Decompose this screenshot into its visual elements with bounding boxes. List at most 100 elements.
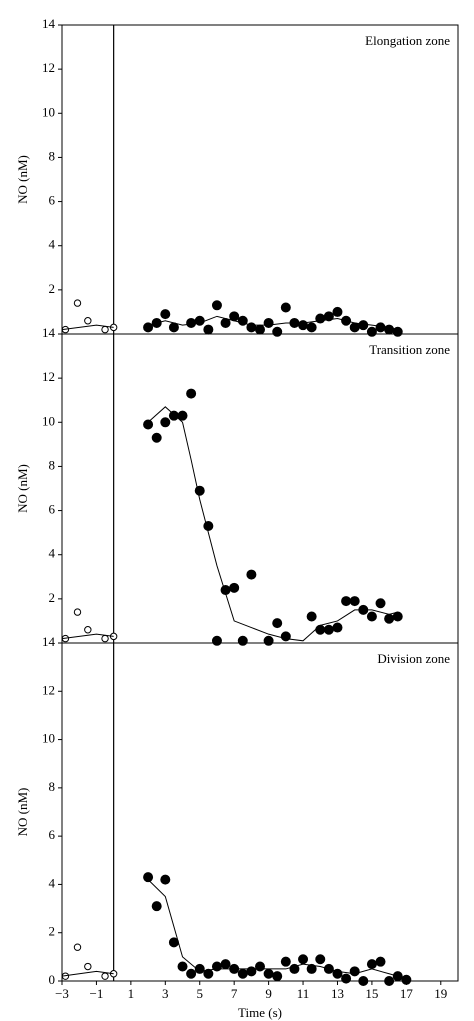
y-tick-label: 2 [49,281,56,296]
filled-point [263,635,274,646]
trend-line [147,315,398,331]
filled-point [177,961,188,972]
trend-line [61,970,114,977]
open-point [84,626,92,634]
filled-point [237,315,248,326]
x-tick-label: 15 [365,986,378,1001]
filled-point [315,954,326,965]
y-tick-label: 4 [49,875,56,890]
x-tick-label: −3 [55,986,69,1001]
filled-point [366,959,377,970]
open-point [101,325,109,334]
filled-point [186,317,197,328]
filled-point [143,322,154,333]
filled-point [358,320,369,331]
y-tick-label: 12 [42,369,55,384]
y-axis-label: NO (nM) [15,788,30,837]
x-tick-label: 1 [128,986,135,1001]
plot-frame [61,24,459,335]
open-point [84,962,92,971]
filled-point [246,966,257,977]
filled-point [160,874,171,885]
panel-title: Transition zone [369,342,450,357]
filled-point [203,968,214,979]
trend-line [147,406,398,642]
filled-point [280,956,291,967]
y-tick-label: 4 [49,546,56,561]
filled-point [341,973,352,984]
filled-point [143,872,154,883]
filled-point [323,624,334,635]
filled-point [263,317,274,328]
filled-point [272,971,283,982]
y-tick-label: 6 [49,827,56,842]
filled-point [323,311,334,322]
y-tick-label: 10 [42,104,55,119]
y-tick-label: 8 [49,148,56,163]
filled-point [160,417,171,428]
filled-point [306,963,317,974]
filled-point [211,635,222,646]
filled-point [194,485,205,496]
filled-point [366,611,377,622]
filled-point [315,624,326,635]
filled-point [151,901,162,912]
filled-point [229,582,240,593]
filled-point [349,966,360,977]
filled-point [306,322,317,333]
filled-point [341,596,352,607]
filled-point [349,596,360,607]
filled-point [280,631,291,642]
y-tick-label: 10 [42,413,55,428]
filled-point [168,410,179,421]
filled-point [143,419,154,430]
trend-line [147,879,407,980]
open-point [101,634,109,643]
y-tick-label: 8 [49,779,56,794]
filled-point [375,598,386,609]
filled-point [177,410,188,421]
filled-point [211,300,222,311]
filled-point [186,388,197,399]
filled-point [203,324,214,335]
panel-title: Division zone [377,651,450,666]
filled-point [298,954,309,965]
filled-point [272,618,283,629]
filled-point [332,306,343,317]
x-axis-label: Time (s) [238,1005,282,1020]
x-tick-label: 7 [231,986,238,1001]
filled-point [349,322,360,333]
filled-point [246,569,257,580]
x-tick-label: 9 [265,986,272,1001]
y-tick-label: 4 [49,237,56,252]
x-tick-label: 5 [196,986,203,1001]
filled-point [384,324,395,335]
open-point [84,317,92,325]
open-point [73,943,82,951]
filled-point [332,622,343,633]
filled-point [151,432,162,443]
y-tick-label: 6 [49,502,56,517]
filled-point [298,320,309,331]
filled-point [384,976,395,986]
filled-point [375,956,386,967]
trend-line [61,633,114,640]
open-point [73,608,82,616]
filled-point [220,959,231,970]
x-tick-label: 11 [297,986,310,1001]
y-tick-label: 10 [42,731,55,746]
y-tick-label: 6 [49,193,56,208]
y-tick-label: 12 [42,682,55,697]
y-tick-label: 8 [49,457,56,472]
filled-point [375,322,386,333]
y-tick-label: 14 [42,16,56,31]
filled-point [272,326,283,337]
filled-point [358,976,369,986]
filled-point [366,326,377,337]
y-tick-label: 2 [49,924,56,939]
x-tick-label: −1 [90,986,104,1001]
plot-frame [61,333,459,644]
y-tick-label: 12 [42,60,55,75]
y-tick-label: 14 [42,325,56,340]
filled-point [306,611,317,622]
